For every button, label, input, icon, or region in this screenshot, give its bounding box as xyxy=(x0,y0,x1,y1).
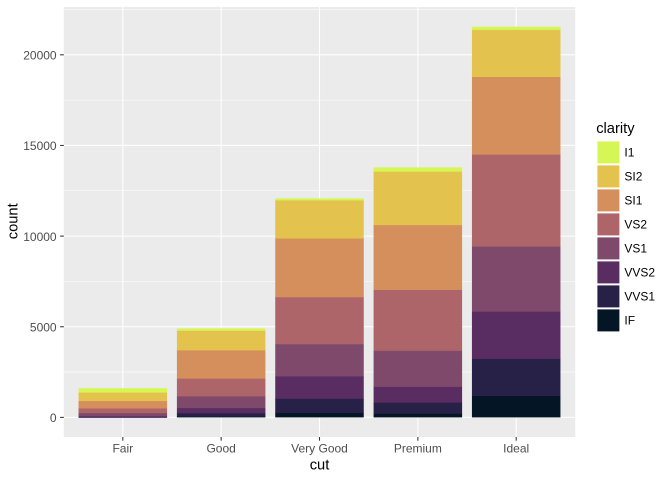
svg-text:Premium: Premium xyxy=(394,442,442,456)
svg-text:0: 0 xyxy=(50,411,57,425)
svg-text:Ideal: Ideal xyxy=(503,442,529,456)
svg-text:IF: IF xyxy=(624,314,635,328)
svg-text:Very Good: Very Good xyxy=(291,442,348,456)
svg-text:Fair: Fair xyxy=(112,442,133,456)
svg-text:VVS1: VVS1 xyxy=(624,290,655,304)
svg-text:count: count xyxy=(6,203,22,239)
svg-text:VS2: VS2 xyxy=(624,218,647,232)
svg-text:VS1: VS1 xyxy=(624,242,647,256)
svg-text:SI2: SI2 xyxy=(624,170,642,184)
svg-text:Good: Good xyxy=(206,442,235,456)
svg-text:15000: 15000 xyxy=(23,139,57,153)
svg-text:clarity: clarity xyxy=(596,121,635,137)
svg-text:I1: I1 xyxy=(624,146,634,160)
svg-text:SI1: SI1 xyxy=(624,194,642,208)
svg-text:cut: cut xyxy=(310,457,330,473)
svg-text:VVS2: VVS2 xyxy=(624,266,655,280)
svg-text:10000: 10000 xyxy=(23,230,57,244)
svg-text:5000: 5000 xyxy=(30,320,57,334)
svg-text:20000: 20000 xyxy=(23,49,57,63)
